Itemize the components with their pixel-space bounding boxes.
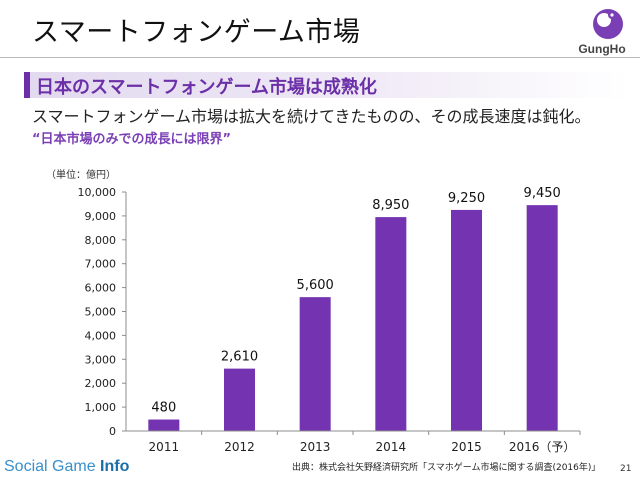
y-tick-label: 0 bbox=[109, 425, 116, 438]
x-tick-label: 2013 bbox=[300, 440, 331, 454]
lead-text: スマートフォンゲーム市場は拡大を続けてきたものの、その成長速度は鈍化。 bbox=[32, 107, 591, 126]
x-tick-label: 2014 bbox=[376, 440, 407, 454]
quote-text: “日本市場のみでの成長には限界” bbox=[32, 132, 232, 147]
credit-text-b: Info bbox=[100, 458, 130, 475]
bar-2013 bbox=[299, 297, 331, 431]
bar-value-label: 480 bbox=[151, 401, 176, 416]
title-divider bbox=[0, 57, 640, 58]
logo-text: GungHo bbox=[578, 42, 626, 56]
bar-value-label: 9,250 bbox=[448, 191, 485, 206]
x-axis: 2011 2012 2013 2014 2015 2016（予） bbox=[126, 430, 581, 454]
x-tick-label: 2012 bbox=[224, 440, 255, 454]
y-tick-label: 3,000 bbox=[85, 353, 117, 366]
y-tick-label: 4,000 bbox=[85, 329, 117, 342]
page-number: 21 bbox=[620, 464, 632, 474]
unit-label: （単位：億円） bbox=[46, 170, 116, 181]
y-tick-label: 10,000 bbox=[78, 186, 117, 199]
bar-2016 bbox=[526, 205, 558, 431]
bar-value-label: 5,600 bbox=[297, 278, 334, 293]
y-tick-label: 2,000 bbox=[85, 377, 117, 390]
bar-value-label: 9,450 bbox=[524, 186, 561, 201]
bar-value-label: 8,950 bbox=[372, 198, 409, 213]
bar-series: 480 2,610 5,600 8,950 9,250 9,450 bbox=[148, 186, 561, 431]
x-tick-label: 2011 bbox=[149, 440, 180, 454]
section-heading: 日本のスマートフォンゲーム市場は成熟化 bbox=[36, 77, 377, 98]
x-tick-label: 2015 bbox=[451, 440, 482, 454]
y-tick-label: 7,000 bbox=[85, 258, 117, 271]
y-tick-label: 1,000 bbox=[85, 401, 117, 414]
credit-text-a: Social Game bbox=[4, 458, 101, 475]
y-tick-label: 9,000 bbox=[85, 210, 117, 223]
y-tick-label: 5,000 bbox=[85, 306, 117, 319]
credit-logo: Social Game Info bbox=[4, 458, 129, 476]
gungho-logo: GungHo bbox=[568, 6, 636, 62]
source-note: 出典：株式会社矢野経済研究所「スマホゲーム市場に関する調査(2016年)」 bbox=[292, 463, 601, 473]
y-axis: 0 1,000 2,000 3,000 4,000 5,000 6,000 7,000 8,00… bbox=[78, 186, 127, 438]
bar-2014 bbox=[375, 217, 407, 431]
bar-value-label: 2,610 bbox=[221, 350, 258, 365]
x-tick-label: 2016（予） bbox=[509, 440, 576, 454]
y-tick-label: 8,000 bbox=[85, 234, 117, 247]
bar-2011 bbox=[148, 419, 180, 431]
bar-2012 bbox=[224, 368, 255, 431]
heading-band bbox=[24, 72, 630, 98]
gungho-logo-icon bbox=[593, 9, 623, 39]
slide-title: スマートフォンゲーム市場 bbox=[32, 17, 361, 48]
y-tick-label: 6,000 bbox=[85, 282, 117, 295]
heading-accent-bar bbox=[24, 72, 30, 98]
bar-2015 bbox=[451, 209, 482, 431]
